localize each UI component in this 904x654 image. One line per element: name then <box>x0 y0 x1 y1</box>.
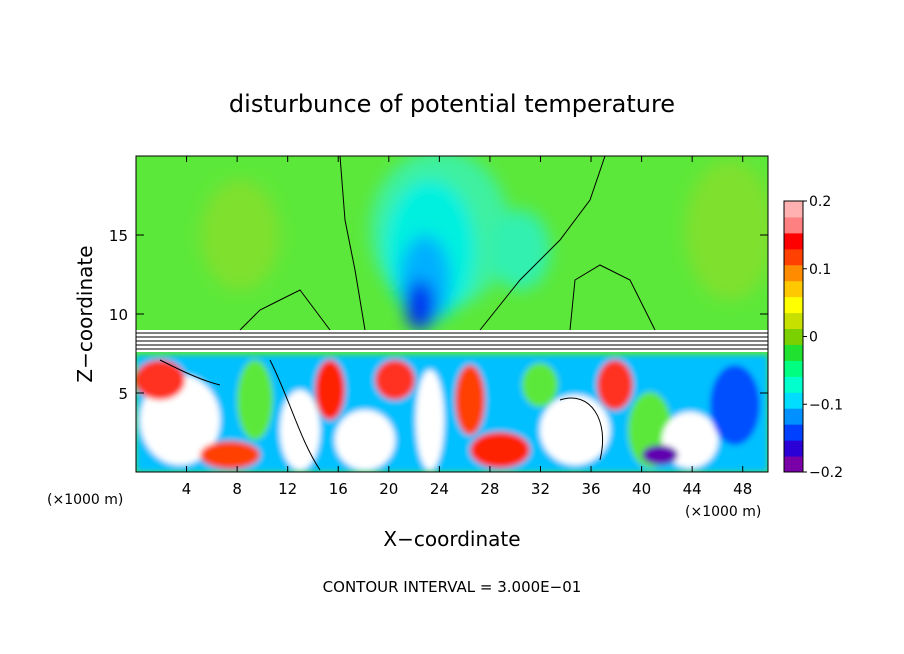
contour-lines <box>136 156 768 471</box>
x-tick-label: 16 <box>329 480 348 498</box>
colorbar-tick-label: 0 <box>809 330 818 346</box>
x-tick-label: 36 <box>581 480 600 498</box>
y-axis: 5 10 15 <box>109 227 768 403</box>
colorbar-cell <box>784 456 803 473</box>
colorbar-tick-label: 0.2 <box>809 194 831 210</box>
y-tick-label: 10 <box>109 306 128 324</box>
colorbar-cells <box>784 201 803 473</box>
x-tick-label: 12 <box>278 480 297 498</box>
chart-title: disturbunce of potential temperature <box>229 90 675 118</box>
colorbar-cell <box>784 360 803 377</box>
colorbar-cell <box>784 424 803 441</box>
colorbar-cell <box>784 296 803 314</box>
colorbar-cell <box>784 328 803 345</box>
colorbar: 0.2 0.1 0 −0.1 −0.2 <box>783 194 843 481</box>
x-tick-label: 8 <box>232 480 242 498</box>
contour-interval: CONTOUR INTERVAL = 3.000E−01 <box>323 578 582 596</box>
colorbar-cell <box>784 392 803 409</box>
colorbar-tick-label: 0.1 <box>809 262 831 278</box>
lower-field <box>136 355 768 472</box>
upper-field <box>200 156 768 330</box>
colorbar-cell <box>784 280 803 298</box>
colorbar-tick-label: −0.2 <box>809 465 843 481</box>
colorbar-cell <box>784 440 803 457</box>
colorbar-cell <box>784 344 803 361</box>
y-tick-label: 5 <box>118 385 128 403</box>
x-tick-label: 40 <box>632 480 651 498</box>
colorbar-cell <box>784 201 803 218</box>
x-axis-label: X−coordinate <box>383 527 520 551</box>
colorbar-cell <box>784 408 803 425</box>
x-unit-right: (×1000 m) <box>685 504 761 520</box>
colorbar-cell <box>784 264 803 282</box>
colorbar-cell <box>784 248 803 266</box>
x-tick-label: 48 <box>733 480 752 498</box>
plot-area <box>136 156 768 472</box>
x-tick-label: 28 <box>480 480 499 498</box>
y-tick-label: 15 <box>109 227 128 245</box>
colorbar-cell <box>784 376 803 393</box>
x-tick-label: 32 <box>531 480 550 498</box>
x-tick-label: 4 <box>182 480 192 498</box>
colorbar-tick-label: −0.1 <box>809 397 843 413</box>
colorbar-cell <box>784 216 803 234</box>
colorbar-ticks: 0.2 0.1 0 −0.1 −0.2 <box>803 194 843 481</box>
x-axis: 4 8 12 16 20 24 28 32 36 40 44 48 <box>182 156 752 498</box>
colorbar-cell <box>784 312 803 330</box>
x-tick-label: 44 <box>683 480 702 498</box>
y-axis-label: Z−coordinate <box>73 245 97 382</box>
x-tick-label: 24 <box>430 480 449 498</box>
x-unit-left: (×1000 m) <box>47 492 123 508</box>
colorbar-cell <box>784 232 803 250</box>
x-tick-label: 20 <box>379 480 398 498</box>
